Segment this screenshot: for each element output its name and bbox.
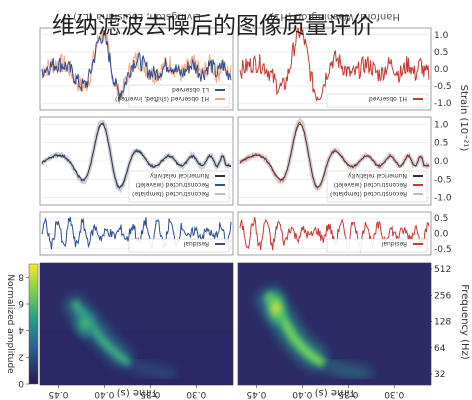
spectrogram-right (238, 263, 431, 385)
time-tick-label: 0.30 (384, 389, 404, 399)
colorbar-label: Normalized amplitude (5, 274, 15, 374)
legend-box (326, 170, 428, 203)
time-tick-label: 0.45 (246, 389, 266, 399)
axes: -1.0 -0.5 0.0 0.5 1.0 -1.0 -0.5 0.0 0.5 1.0… (48, 31, 451, 399)
legend-box (326, 238, 428, 253)
ytick-label-recon: 0.5 (434, 139, 448, 149)
waveforms (40, 28, 431, 254)
time-tick-label: 0.35 (338, 389, 358, 399)
freq-tick-label: 64 (434, 344, 446, 354)
legend-entry: H1 observed (369, 95, 407, 102)
freq-tick-label: 32 (434, 370, 445, 380)
spectrogram-left (40, 263, 233, 385)
ytick-label-recon: -0.5 (434, 175, 452, 185)
ytick-label-recon: -1.0 (434, 194, 452, 204)
legend-box (128, 170, 230, 203)
series-numerical-relativity (239, 123, 429, 188)
legend-entry: L1 observed (172, 86, 209, 93)
ytick-label-strain: -0.5 (434, 82, 452, 92)
time-tick-label: 0.35 (140, 389, 160, 399)
colorbar-tick-label: 2 (18, 351, 24, 361)
ytick-label-residual: 0.5 (434, 214, 448, 224)
strain-ylabel: Strain (10⁻²¹) (458, 85, 469, 152)
freq-tick-label: 256 (434, 291, 451, 301)
ytick-label-recon: 1.0 (434, 120, 449, 130)
legend-entry: Reconstructed (wavelet) (334, 181, 407, 188)
colorbar-tick-label: 4 (18, 325, 24, 335)
freq-tick-label: 512 (434, 265, 451, 275)
legends: L1 observed H1 observed (shifted, inverte… (115, 84, 428, 253)
frequency-ylabel: Frequency (Hz) (459, 284, 470, 360)
legend-box (128, 238, 230, 253)
legend-box (326, 93, 428, 108)
colorbar-tick-label: 6 (18, 298, 24, 308)
series-h1-observed (239, 28, 430, 101)
legend-entry: Residual (381, 240, 407, 247)
colorbar-tick-label: 0 (18, 378, 24, 388)
colorbar-tick-label: 8 (18, 271, 24, 281)
time-xlabel-left: Time (s) (117, 387, 159, 398)
series-l1-observed (41, 30, 232, 100)
legend-entry: Numerical relativity (150, 172, 209, 179)
ytick-label-strain: -1.0 (434, 99, 452, 109)
ytick-label-residual: 0.0 (434, 230, 449, 240)
legend-box (128, 84, 230, 108)
time-tick-label: 0.30 (186, 389, 206, 399)
ytick-label-recon: 0.0 (434, 157, 449, 167)
legend-entry: Residual (183, 240, 209, 247)
ytick-label-strain: 0.0 (434, 65, 449, 75)
legend-entry: Reconstructed (template) (132, 190, 209, 197)
time-xlabel-right: Time (s) (315, 387, 357, 398)
ytick-label-strain: 1.0 (434, 31, 449, 41)
freq-tick-label: 128 (434, 318, 451, 328)
detector-title-right: Hanford, Washington (H1) (270, 11, 400, 22)
ytick-label-residual: -0.5 (434, 245, 452, 255)
image-caption: 维纳滤波去噪后的图像质量评价 (52, 13, 374, 39)
detector-title-left: Livingston, Louisiana (L1) (73, 11, 201, 22)
time-tick-label: 0.40 (94, 389, 114, 399)
time-tick-label: 0.45 (48, 389, 68, 399)
legend-entry: Numerical relativity (348, 172, 407, 179)
legend-entry: Reconstructed (wavelet) (136, 181, 209, 188)
legend-entry: Reconstructed (template) (330, 190, 407, 197)
colorbar-ticks: 0 2 4 6 8 (18, 271, 29, 388)
time-tick-label: 0.40 (292, 389, 312, 399)
colorbar (28, 263, 39, 385)
series-numerical-relativity (41, 123, 231, 188)
legend-entry: H1 observed (shifted, inverted) (115, 95, 209, 102)
ytick-label-strain: 0.5 (434, 48, 448, 58)
